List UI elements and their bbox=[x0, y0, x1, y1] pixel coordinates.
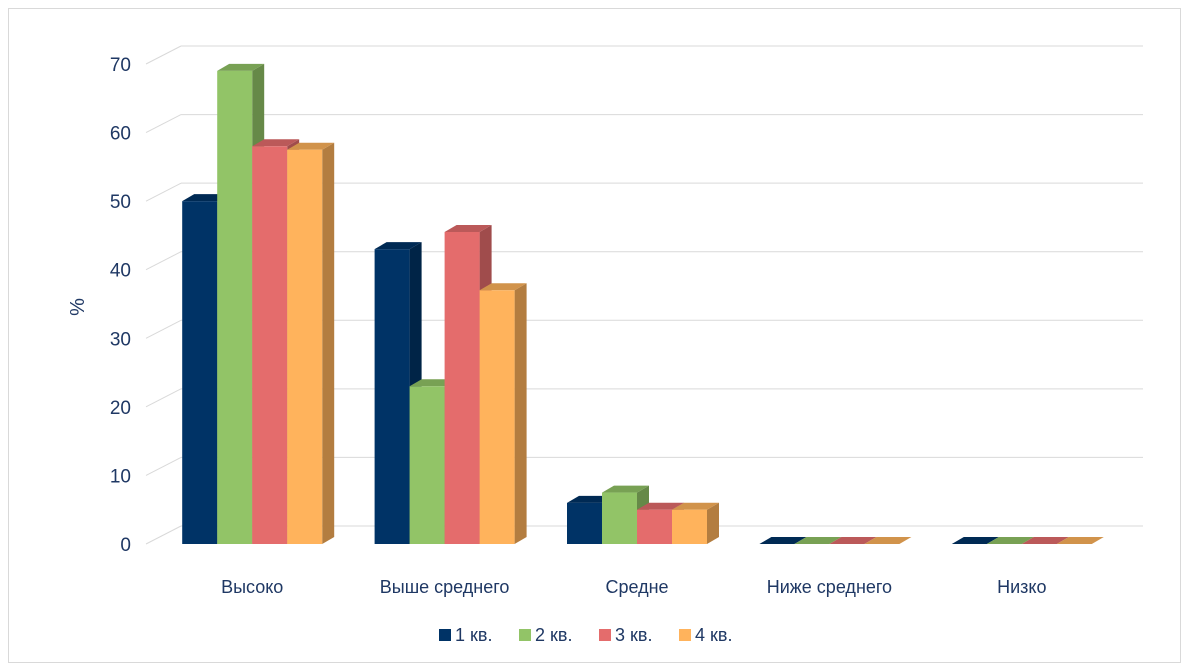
y-axis-label: % bbox=[67, 298, 89, 316]
legend-swatch bbox=[519, 629, 531, 641]
bar-top bbox=[287, 142, 335, 150]
bar bbox=[794, 537, 842, 544]
y-tick-label: 10 bbox=[110, 466, 131, 487]
x-tick-label: Выше среднего bbox=[380, 577, 510, 597]
y-tick-label: 30 bbox=[110, 329, 131, 350]
bar-side bbox=[322, 142, 335, 544]
y-tick-label: 20 bbox=[110, 398, 131, 419]
legend-item: 1 кв. bbox=[439, 625, 492, 645]
legend-label: 4 кв. bbox=[695, 625, 732, 645]
bar bbox=[951, 537, 999, 544]
legend-item: 4 кв. bbox=[679, 625, 732, 645]
legend-label: 3 кв. bbox=[615, 625, 652, 645]
bar-top bbox=[602, 485, 649, 493]
bar bbox=[829, 537, 877, 544]
y-axis: 0 10 20 30 40 50 60 70 bbox=[110, 55, 131, 556]
bar bbox=[287, 142, 335, 544]
gridline-depth bbox=[145, 251, 182, 271]
bar-top bbox=[1021, 537, 1069, 544]
bar-top bbox=[637, 502, 684, 510]
x-tick-label: Ниже среднего bbox=[767, 577, 892, 597]
gridline-depth bbox=[145, 388, 182, 408]
bar-top bbox=[759, 537, 807, 544]
y-tick-label: 0 bbox=[120, 535, 131, 556]
bar bbox=[864, 537, 912, 544]
gridline-depth bbox=[145, 319, 182, 339]
bar-front bbox=[287, 149, 323, 544]
bars bbox=[182, 63, 1104, 545]
bar-front bbox=[409, 386, 445, 544]
bar-top bbox=[374, 242, 422, 250]
bar-top bbox=[217, 63, 265, 71]
gridline-depth bbox=[145, 45, 182, 65]
bar-chart: 0 10 20 30 40 50 60 70 Высоко Выше среднего Средн… bbox=[67, 45, 1143, 645]
legend-item: 3 кв. bbox=[599, 625, 652, 645]
bar bbox=[1056, 537, 1104, 544]
gridline-depth bbox=[145, 525, 182, 545]
y-tick-label: 40 bbox=[110, 261, 131, 282]
y-tick-label: 70 bbox=[110, 55, 131, 76]
gridline-depth bbox=[145, 114, 182, 134]
bar bbox=[479, 283, 527, 544]
bar-front bbox=[672, 509, 707, 544]
bar-side bbox=[514, 283, 527, 544]
bar-front bbox=[567, 502, 602, 544]
x-axis: Высоко Выше среднего Средне Ниже среднего Ни… bbox=[221, 577, 1046, 597]
chart-frame: 0 10 20 30 40 50 60 70 Высоко Выше среднего Средн… bbox=[8, 8, 1181, 663]
legend-swatch bbox=[599, 629, 611, 641]
bar-front bbox=[374, 249, 410, 544]
x-tick-label: Средне bbox=[605, 577, 668, 597]
bar-top bbox=[951, 537, 999, 544]
bar bbox=[1021, 537, 1069, 544]
bar-front bbox=[602, 492, 637, 544]
bar bbox=[986, 537, 1034, 544]
legend-swatch bbox=[439, 629, 451, 641]
gridline-depth bbox=[145, 456, 182, 476]
bar bbox=[759, 537, 807, 544]
bar-front bbox=[444, 232, 480, 544]
bar-top bbox=[252, 139, 300, 147]
bar-top bbox=[444, 225, 492, 232]
x-tick-label: Высоко bbox=[221, 577, 283, 597]
bar-top bbox=[1056, 537, 1104, 544]
bar-front bbox=[252, 146, 288, 545]
y-tick-label: 50 bbox=[110, 192, 131, 213]
bar-side bbox=[707, 502, 719, 544]
gridlines bbox=[145, 45, 1143, 545]
legend-label: 2 кв. bbox=[535, 625, 572, 645]
bar-top bbox=[829, 537, 877, 544]
bar-front bbox=[182, 201, 218, 544]
legend: 1 кв. 2 кв. 3 кв. 4 кв. bbox=[439, 625, 732, 645]
y-tick-label: 60 bbox=[110, 124, 131, 145]
bar-front bbox=[217, 70, 253, 544]
bar-top bbox=[794, 537, 842, 544]
bar-front bbox=[479, 290, 515, 544]
x-tick-label: Низко bbox=[997, 577, 1046, 597]
bar-top bbox=[672, 502, 719, 510]
gridline-depth bbox=[145, 182, 182, 202]
bar-front bbox=[637, 509, 672, 544]
legend-item: 2 кв. bbox=[519, 625, 572, 645]
legend-swatch bbox=[679, 629, 691, 641]
bar-top bbox=[986, 537, 1034, 544]
bar-top bbox=[864, 537, 912, 544]
legend-label: 1 кв. bbox=[455, 625, 492, 645]
bar bbox=[672, 502, 719, 544]
bar-top bbox=[479, 283, 527, 291]
